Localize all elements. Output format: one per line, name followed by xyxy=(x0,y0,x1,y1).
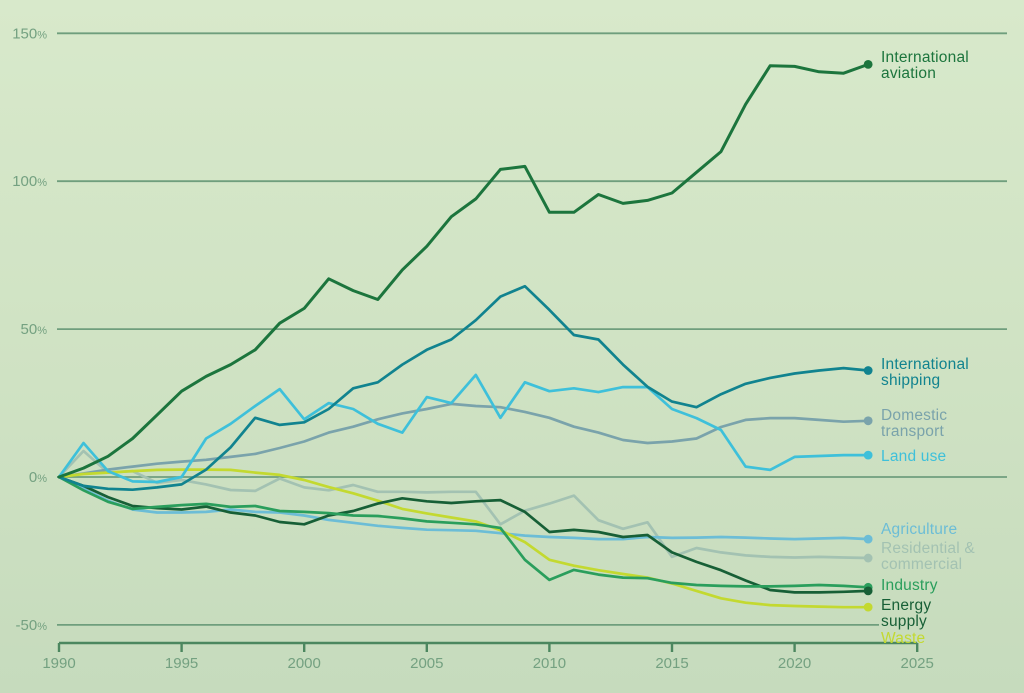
series-line-industry xyxy=(57,475,870,589)
series-line-waste xyxy=(57,468,870,609)
series-label-international-aviation: aviation xyxy=(881,65,936,82)
series-label-international-aviation: International xyxy=(881,49,969,66)
series-label-domestic-transport: transport xyxy=(881,423,944,440)
series-line-residential-commercial xyxy=(57,449,870,560)
y-axis-label-50: 50% xyxy=(21,321,48,338)
series-label-residential-commercial: commercial xyxy=(881,556,962,573)
series-end-dot-energy-supply xyxy=(863,586,873,596)
series-label-domestic-transport: Domestic xyxy=(881,407,947,424)
series-label-residential-commercial: Residential & xyxy=(881,540,975,557)
x-axis-label-1990: 1990 xyxy=(42,655,75,672)
series-end-dot-international-shipping xyxy=(863,366,873,375)
series-end-dot-residential-commercial xyxy=(863,553,873,563)
x-axis-label-2020: 2020 xyxy=(778,655,811,672)
series-label-land-use: Land use xyxy=(881,448,946,465)
series-line-international-aviation xyxy=(57,62,870,479)
x-axis-label-2015: 2015 xyxy=(655,655,688,672)
series-end-dot-waste xyxy=(863,602,873,612)
y-axis-label-150: 150% xyxy=(12,25,47,42)
x-axis-label-2005: 2005 xyxy=(410,655,443,672)
series-line-land-use xyxy=(57,373,870,484)
series-label-energy-supply: Energy xyxy=(881,597,931,614)
series-end-dot-international-aviation xyxy=(863,59,873,69)
series-label-international-shipping: shipping xyxy=(881,372,940,389)
x-axis-label-2010: 2010 xyxy=(533,655,566,672)
series-end-dot-land-use xyxy=(863,450,873,460)
y-axis-label-100: 100% xyxy=(12,173,47,190)
x-axis-label-1995: 1995 xyxy=(165,655,198,672)
series-line-energy-supply xyxy=(57,475,870,594)
series-label-international-shipping: International xyxy=(881,356,969,373)
series-line-international-shipping xyxy=(57,284,870,492)
x-axis-label-2000: 2000 xyxy=(288,655,321,672)
series-label-agriculture: Agriculture xyxy=(881,521,957,538)
series-end-dot-domestic-transport xyxy=(863,416,873,426)
series-label-industry: Industry xyxy=(881,577,938,594)
series-line-domestic-transport xyxy=(57,402,870,479)
y-axis-label--50: -50% xyxy=(16,617,48,634)
series-label-energy-supply: supply xyxy=(881,613,927,630)
x-axis-label-2025: 2025 xyxy=(901,655,934,672)
series-line-agriculture xyxy=(57,475,870,541)
series-end-dot-agriculture xyxy=(863,534,873,544)
series-label-waste: Waste xyxy=(881,630,925,647)
y-axis-label-0: 0% xyxy=(29,469,47,486)
